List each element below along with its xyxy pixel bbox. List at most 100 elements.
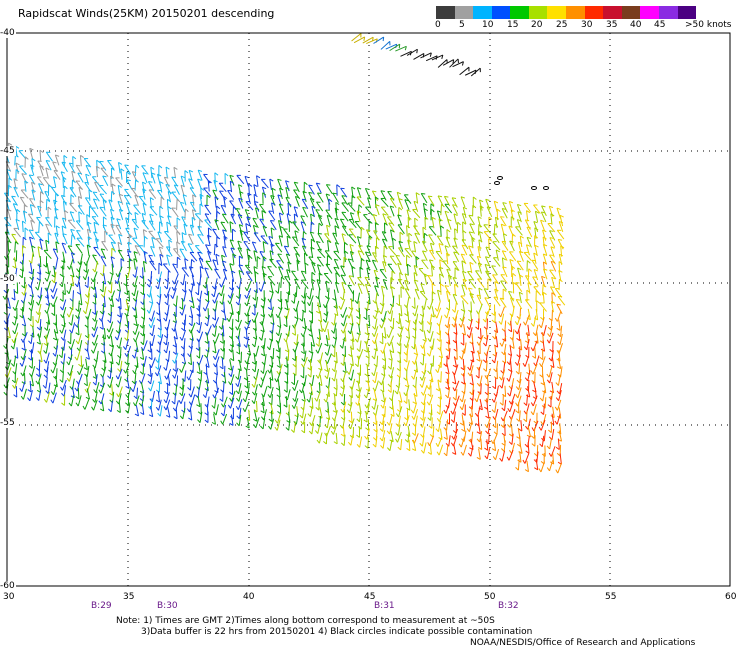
wind-barb [350, 345, 353, 357]
wind-barb-flag [8, 184, 12, 188]
wind-barb [445, 236, 451, 248]
wind-barb-flag [28, 340, 32, 345]
wind-barb-flag [253, 424, 257, 429]
wind-barb-flag [220, 420, 224, 425]
wind-barb [103, 296, 106, 308]
wind-barb-flag [452, 387, 456, 392]
wind-barb [115, 224, 122, 235]
wind-barb [71, 275, 75, 287]
wind-barb-flag [440, 225, 445, 229]
wind-barb [325, 391, 330, 403]
wind-barb-flag [139, 357, 144, 360]
wind-barb-flag [387, 310, 391, 315]
wind-barb-flag [446, 252, 451, 256]
wind-barb [62, 265, 64, 277]
wind-barb-flag [252, 217, 257, 220]
wind-barb [270, 403, 274, 415]
wind-barb [110, 335, 114, 347]
wind-barb [179, 248, 186, 259]
wind-barb-flag [365, 251, 370, 254]
wind-barb [552, 453, 555, 465]
wind-barb [207, 235, 211, 247]
wind-barb-flag [347, 330, 351, 335]
wind-barb-flag [491, 312, 496, 316]
wind-barb-flag [538, 426, 542, 431]
colorbar-label: 10 [482, 20, 494, 30]
wind-barb-flag [197, 251, 202, 254]
wind-barb-flag [375, 204, 380, 207]
wind-barb-flag [167, 198, 171, 203]
wind-barb-flag [267, 307, 272, 311]
wind-barb [500, 306, 506, 318]
wind-barb-flag [29, 229, 34, 232]
wind-barb-flag [111, 183, 116, 187]
wind-barb-flag [42, 385, 47, 389]
wind-barb [421, 369, 427, 381]
wind-barb [390, 286, 394, 298]
wind-barb [300, 279, 309, 290]
wind-barb-flag [506, 361, 511, 366]
wind-barb-flag [546, 445, 551, 450]
wind-barb-flag [20, 395, 24, 400]
wind-barb-flag [55, 241, 60, 245]
wind-barb [118, 354, 122, 366]
wind-barb [64, 210, 67, 222]
wind-barb-flag [414, 279, 419, 282]
wind-barb-flag [492, 335, 496, 340]
wind-barb [516, 260, 524, 271]
wind-barb [93, 399, 98, 411]
wind-barb-flag [411, 305, 416, 309]
wind-barb-flag [515, 386, 520, 391]
wind-barb [244, 265, 253, 275]
wind-barb-flag [283, 404, 288, 408]
wind-barb-flag [308, 350, 313, 354]
wind-barb-flag [418, 321, 422, 325]
wind-barb [414, 289, 420, 300]
wind-barb-flag [519, 250, 524, 254]
wind-barb [541, 435, 545, 447]
wind-barb-flag [238, 184, 243, 187]
wind-barb-flag [532, 276, 537, 278]
lon-label: 50 [484, 592, 496, 602]
wind-barb [550, 319, 553, 331]
wind-barb-flag [551, 276, 556, 280]
wind-barb [127, 353, 129, 365]
wind-barb-flag [164, 285, 168, 290]
wind-barb-flag [149, 332, 153, 337]
wind-barb-flag [118, 233, 123, 237]
wind-barb [61, 242, 67, 254]
wind-barb-flag [420, 344, 424, 349]
wind-barb [221, 293, 225, 305]
wind-barb [287, 291, 290, 303]
wind-barb [279, 188, 283, 200]
wind-barb-flag [357, 283, 362, 286]
wind-barb [471, 350, 475, 363]
wind-barb-flag [547, 404, 552, 408]
wind-barb-flag [317, 192, 322, 195]
wind-barb-flag [51, 312, 55, 316]
wind-barb [151, 237, 155, 249]
wind-barb [188, 266, 195, 278]
wind-barb [495, 449, 500, 460]
wind-barb-flag [221, 373, 225, 378]
wind-barb [294, 390, 299, 402]
wind-barb-flag [176, 198, 181, 203]
wind-barb-flag [460, 451, 464, 456]
wind-barb-flag [348, 275, 354, 277]
wind-barb-flag [252, 241, 257, 244]
wind-barb-flag [509, 240, 514, 243]
wind-barb-flag [557, 333, 561, 338]
wind-barb [127, 266, 131, 278]
wind-barb-flag [340, 274, 346, 277]
wind-barb-flag [427, 442, 431, 447]
wind-barb-flag [331, 322, 335, 326]
wind-barb-flag [197, 225, 202, 228]
wind-barb [94, 391, 98, 403]
wind-barb-flag [310, 238, 315, 242]
wind-barb [479, 375, 483, 387]
wind-barb [422, 250, 428, 262]
wind-barb-flag [125, 402, 129, 406]
wind-barb-flag [547, 326, 552, 331]
wind-barb [493, 391, 499, 403]
wind-barb [37, 246, 41, 258]
